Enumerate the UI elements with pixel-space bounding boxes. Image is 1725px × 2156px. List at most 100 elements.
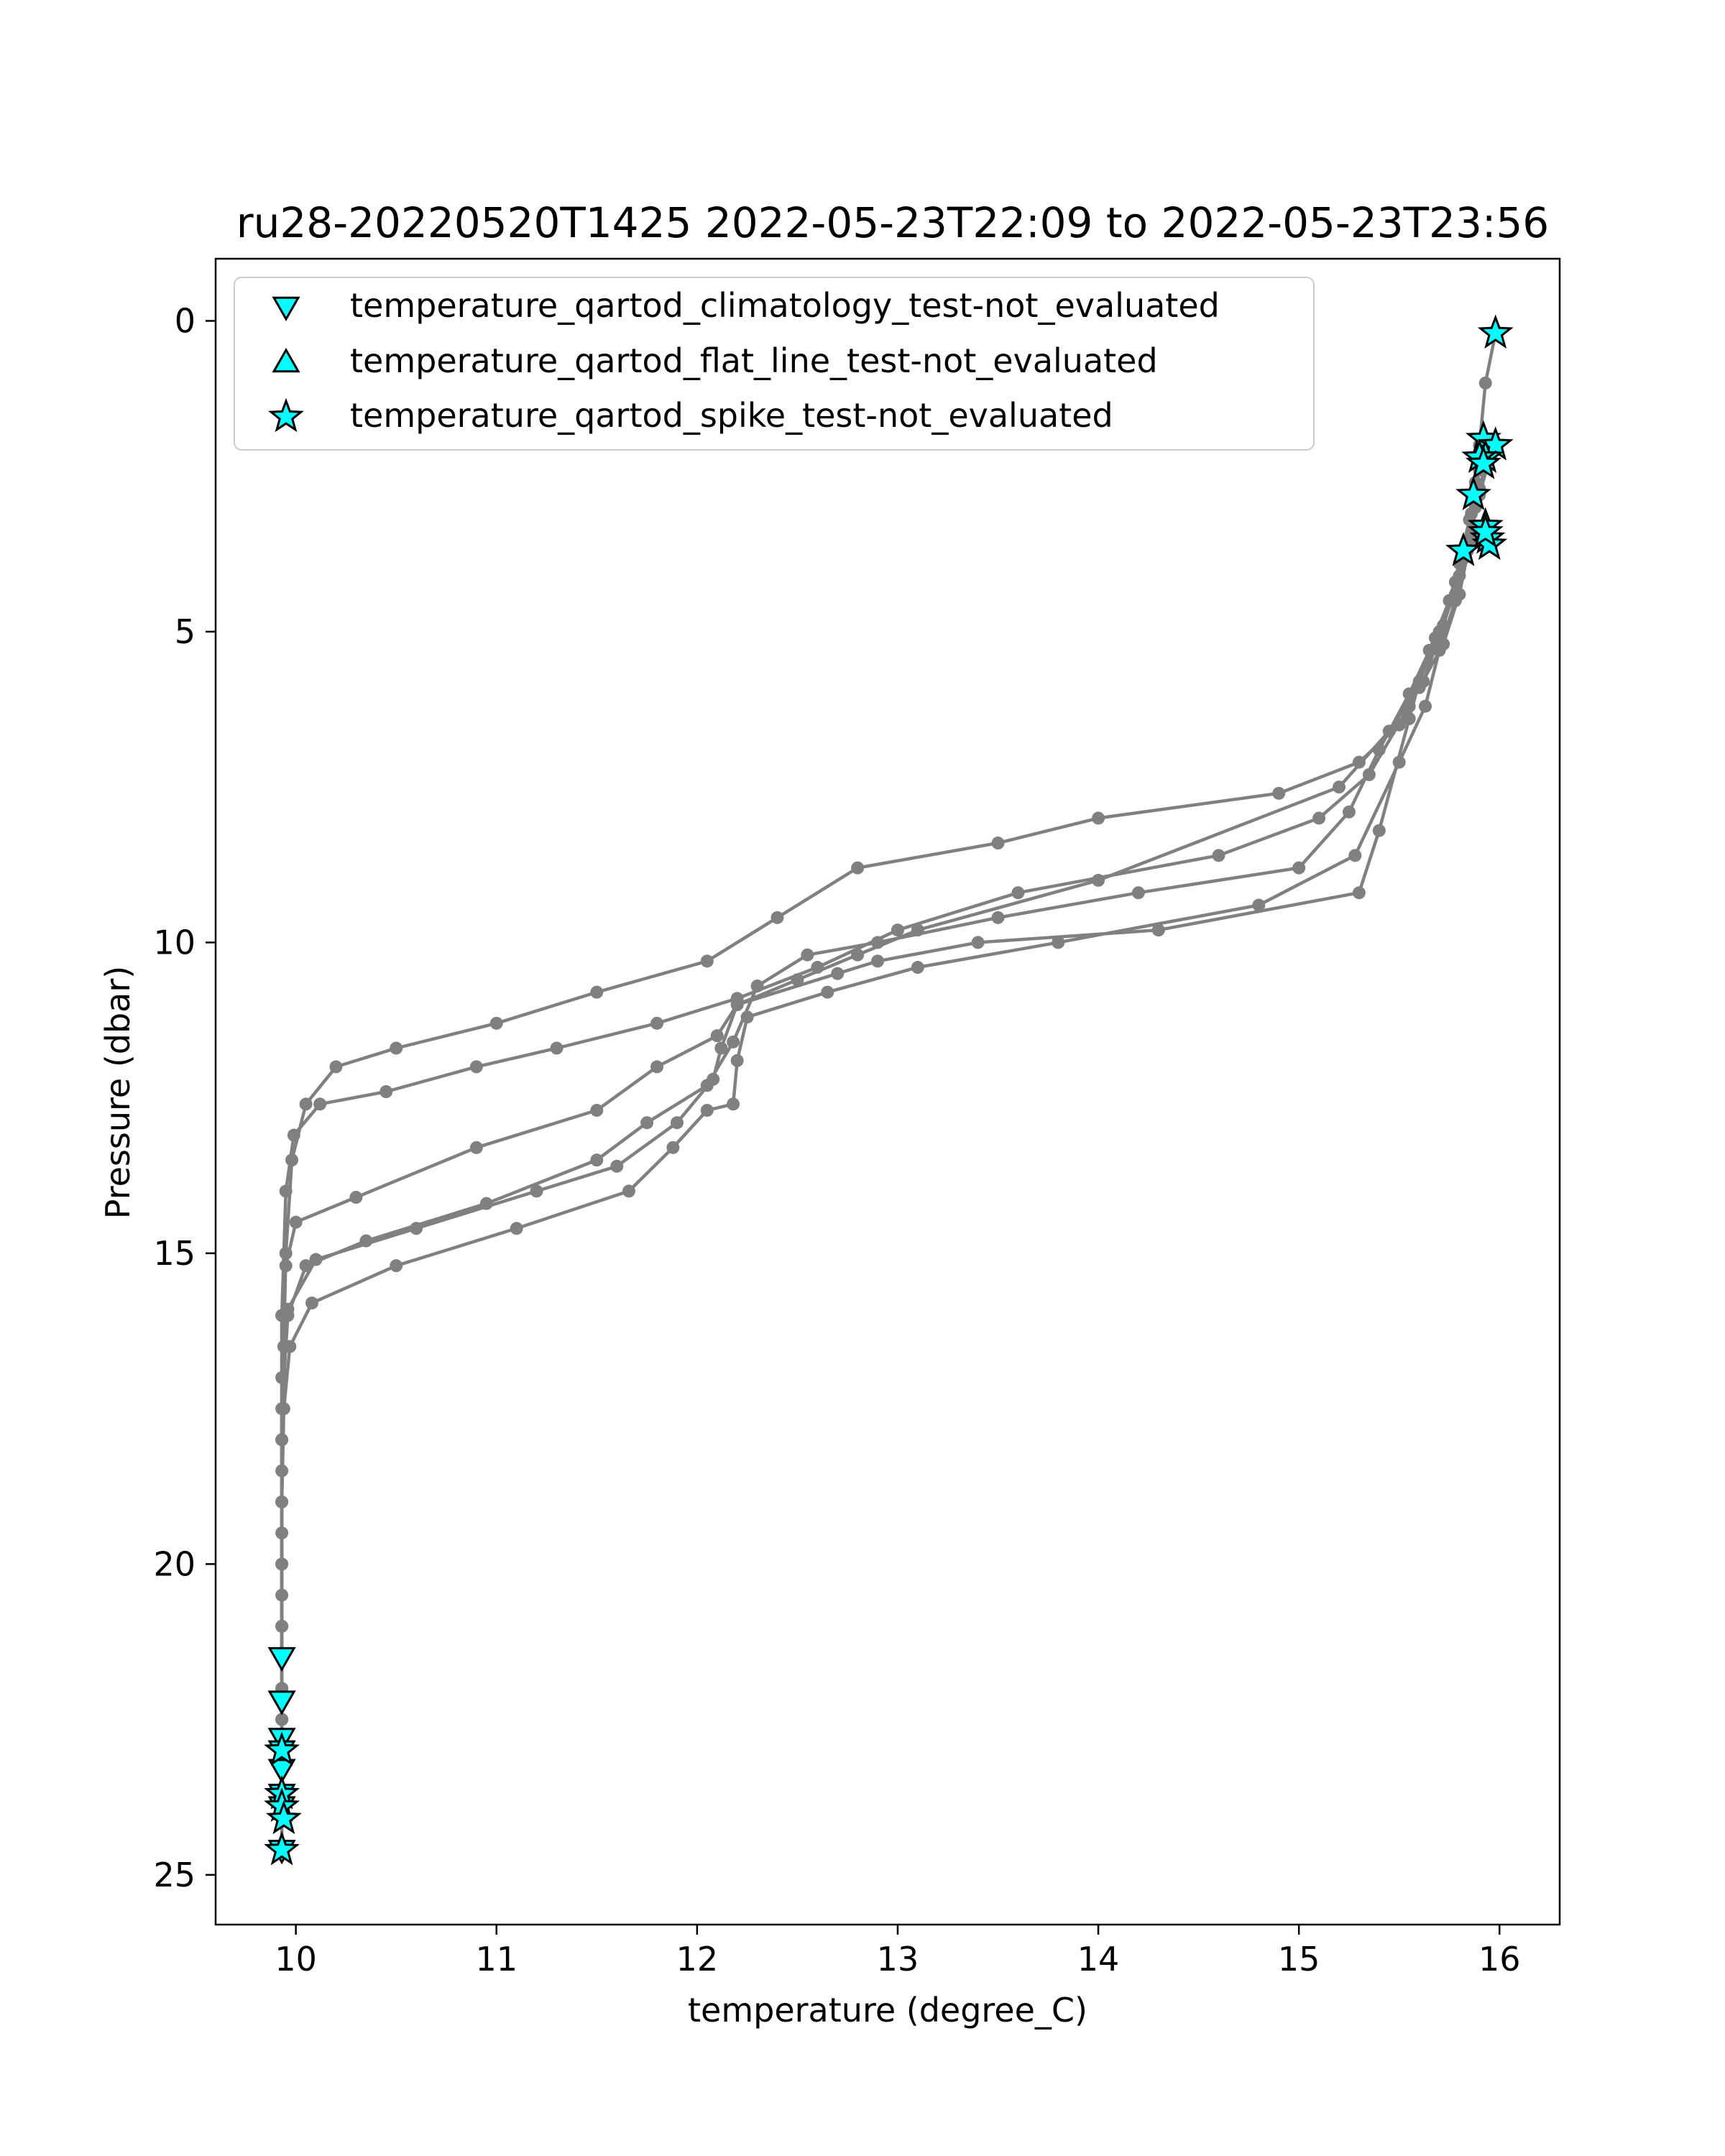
profile-point: [730, 998, 744, 1011]
profile-point: [650, 1016, 664, 1030]
profile-point: [1212, 849, 1225, 862]
profile-point: [1292, 861, 1306, 875]
plot-area: [264, 314, 1514, 1866]
profile-point: [510, 1222, 523, 1235]
legend-flat-line-icon: [272, 347, 300, 373]
profile-point: [590, 985, 604, 999]
profile-point: [590, 1153, 604, 1167]
profile-point: [390, 1041, 403, 1055]
profile-point: [714, 1041, 728, 1055]
x-tick-label: 12: [676, 1940, 719, 1978]
profile-point: [821, 985, 834, 999]
profile-point: [329, 1060, 343, 1074]
legend-label-climatology: temperature_qartod_climatology_test-not_…: [350, 286, 1220, 325]
profile-point: [309, 1253, 323, 1266]
profile-point: [489, 1016, 503, 1030]
plot-frame: [214, 257, 1561, 1926]
x-axis-label: temperature (degree_C): [688, 1991, 1087, 2030]
legend-spike-icon: [268, 397, 304, 433]
profile-point: [1151, 923, 1165, 937]
profile-point: [801, 948, 814, 962]
profile-point: [991, 837, 1005, 850]
x-tick-label: 15: [1278, 1940, 1320, 1978]
profile-point: [1465, 507, 1478, 520]
y-tick-label: 5: [175, 612, 196, 651]
profile-point: [740, 1010, 754, 1024]
y-axis: 0 5 10 15 20 25: [153, 301, 216, 1894]
profile-point: [1252, 898, 1266, 912]
profile-point: [299, 1097, 313, 1111]
profile-point: [1312, 811, 1326, 825]
profile-point: [851, 948, 865, 962]
profile-point: [851, 861, 865, 875]
climatology-flag-marker: [267, 1646, 296, 1672]
profile-point: [380, 1085, 393, 1098]
profile-point: [279, 1184, 293, 1198]
profile-point: [279, 1259, 293, 1273]
profile-point: [666, 1141, 680, 1154]
profile-point: [730, 1054, 744, 1067]
profile-point: [289, 1215, 303, 1229]
profile-point: [1352, 886, 1366, 900]
profile-point: [390, 1259, 403, 1273]
profile-point: [1342, 805, 1356, 819]
profile-point: [791, 973, 804, 987]
y-tick-label: 0: [175, 301, 196, 340]
x-axis: 10 11 12 13 14 15 16: [275, 1925, 1521, 1978]
x-tick-label: 16: [1478, 1940, 1521, 1978]
climatology-flag-marker: [267, 1759, 296, 1784]
profile-point: [1412, 675, 1426, 688]
profile-point: [1332, 780, 1346, 794]
legend-label-flat-line: temperature_qartod_flat_line_test-not_ev…: [350, 341, 1158, 380]
profile-point: [700, 1103, 714, 1117]
profile-point: [1348, 849, 1362, 862]
profile-point: [349, 1191, 363, 1204]
profile-point: [277, 1402, 290, 1416]
profile-point: [530, 1184, 543, 1198]
spike-flag-marker: [1477, 314, 1514, 349]
profile-point: [1402, 712, 1416, 726]
legend-climatology-icon: [272, 296, 300, 322]
profile-point: [650, 1060, 664, 1074]
climatology-flag-marker: [267, 1690, 296, 1715]
y-tick-label: 25: [153, 1856, 196, 1894]
profile-point: [622, 1184, 635, 1198]
profile-point: [1419, 699, 1432, 713]
spike-flag-marker: [1465, 445, 1501, 479]
profile-point: [281, 1302, 295, 1316]
spike-flag-marker: [1455, 476, 1491, 510]
profile-point: [707, 1072, 720, 1086]
y-tick-label: 15: [153, 1234, 196, 1273]
profile-point: [410, 1222, 423, 1235]
profile-point: [287, 1128, 300, 1142]
profile-point: [1131, 886, 1145, 900]
profile-point: [871, 954, 885, 968]
x-tick-label: 14: [1077, 1940, 1120, 1978]
profile-point: [700, 954, 714, 968]
profile-point: [770, 911, 784, 924]
profile-point: [1092, 811, 1105, 825]
profile-point: [1392, 755, 1406, 769]
profile-point: [710, 1029, 724, 1043]
profile-point: [891, 923, 904, 937]
profile-point: [670, 1116, 684, 1130]
spike-flag-marker: [265, 1800, 302, 1835]
profile-point: [1448, 594, 1462, 607]
profile-point: [971, 936, 985, 949]
legend-label-spike: temperature_qartod_spike_test-not_evalua…: [350, 396, 1113, 435]
profile-point: [871, 936, 885, 949]
profile-point: [640, 1116, 654, 1130]
profile-point: [590, 1103, 604, 1117]
spike-flag-marker: [1467, 513, 1504, 548]
profile-point: [1372, 743, 1386, 757]
profile-point: [275, 1619, 289, 1633]
spike-flag-marker: [264, 1830, 300, 1866]
profile-point: [469, 1060, 483, 1074]
profile-point: [831, 967, 845, 980]
profile-point: [305, 1296, 318, 1310]
x-tick-label: 13: [877, 1940, 919, 1978]
x-tick-label: 10: [275, 1940, 317, 1978]
profile-point: [911, 961, 924, 975]
profile-point: [750, 979, 764, 992]
